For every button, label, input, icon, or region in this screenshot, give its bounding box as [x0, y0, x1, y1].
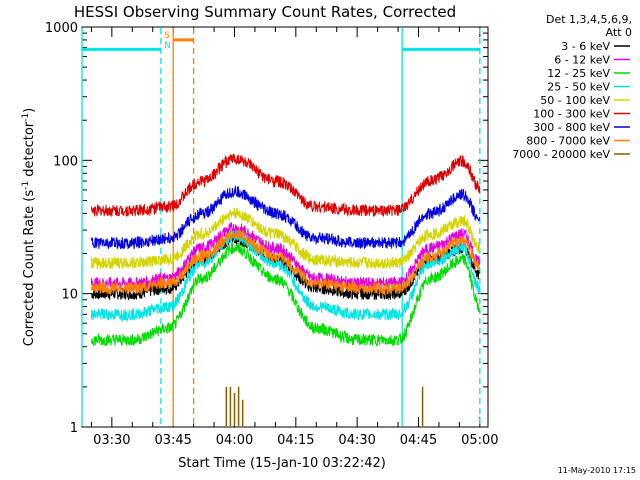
legend-item-label: 800 - 7000 keV — [526, 135, 610, 148]
legend-item-label: 12 - 25 keV — [547, 67, 610, 80]
x-tick-label: 05:00 — [461, 433, 498, 448]
series-line — [90, 242, 481, 347]
x-axis-label: Start Time (15-Jan-10 03:22:42) — [178, 456, 386, 471]
y-axis-label: Corrected Count Rate (s-1 detector-1) — [21, 108, 37, 346]
x-tick-label: 03:30 — [93, 433, 130, 448]
x-tick-label: 04:15 — [277, 433, 314, 448]
y-axis-label-end: ) — [22, 108, 37, 113]
series-line — [90, 184, 481, 250]
y-axis-label-sup1: -1 — [21, 181, 31, 190]
y-tick-label: 100 — [53, 154, 78, 169]
legend-header-1: Det 1,3,4,5,6,9, — [546, 13, 632, 26]
plot-area: 1 10 100 1000 03:30 03:45 04:00 04:15 04:30 04:45… — [45, 21, 499, 448]
series-line — [90, 226, 481, 296]
series-line — [90, 230, 481, 323]
legend-item-label: 7000 - 20000 keV — [512, 148, 610, 161]
series-line — [90, 153, 481, 218]
svg-text:Corrected Count Rate (s-1 dete: Corrected Count Rate (s-1 detector-1) — [21, 108, 37, 346]
y-tick-label: 10 — [61, 288, 78, 303]
legend-item-label: 3 - 6 keV — [561, 40, 610, 53]
y-axis-label-mid: detector — [22, 121, 37, 181]
marker-label-s: S — [164, 31, 170, 41]
legend-item-label: 100 - 300 keV — [533, 108, 610, 121]
legend-item-label: 6 - 12 keV — [554, 54, 610, 67]
series-line — [90, 232, 481, 301]
y-tick-label: 1000 — [45, 21, 78, 36]
y-tick-label: 1 — [70, 421, 78, 436]
legend-item-label: 300 - 800 keV — [533, 121, 610, 134]
legend-item-label: 25 - 50 keV — [547, 81, 610, 94]
x-tick-label: 04:00 — [216, 433, 253, 448]
series-line — [90, 207, 481, 271]
legend-header-2: Att 0 — [606, 26, 632, 39]
x-tick-label: 04:45 — [400, 433, 437, 448]
footer-timestamp: 11-May-2010 17:15 — [558, 466, 636, 475]
x-tick-label: 04:30 — [338, 433, 375, 448]
legend-item-label: 50 - 100 keV — [540, 94, 610, 107]
x-tick-label: 03:45 — [154, 433, 191, 448]
y-axis-label-main: Corrected Count Rate (s — [22, 190, 37, 347]
marker-label-n: N — [164, 41, 171, 51]
chart-title: HESSI Observing Summary Count Rates, Cor… — [74, 3, 456, 21]
y-axis-label-sup2: -1 — [21, 113, 31, 122]
